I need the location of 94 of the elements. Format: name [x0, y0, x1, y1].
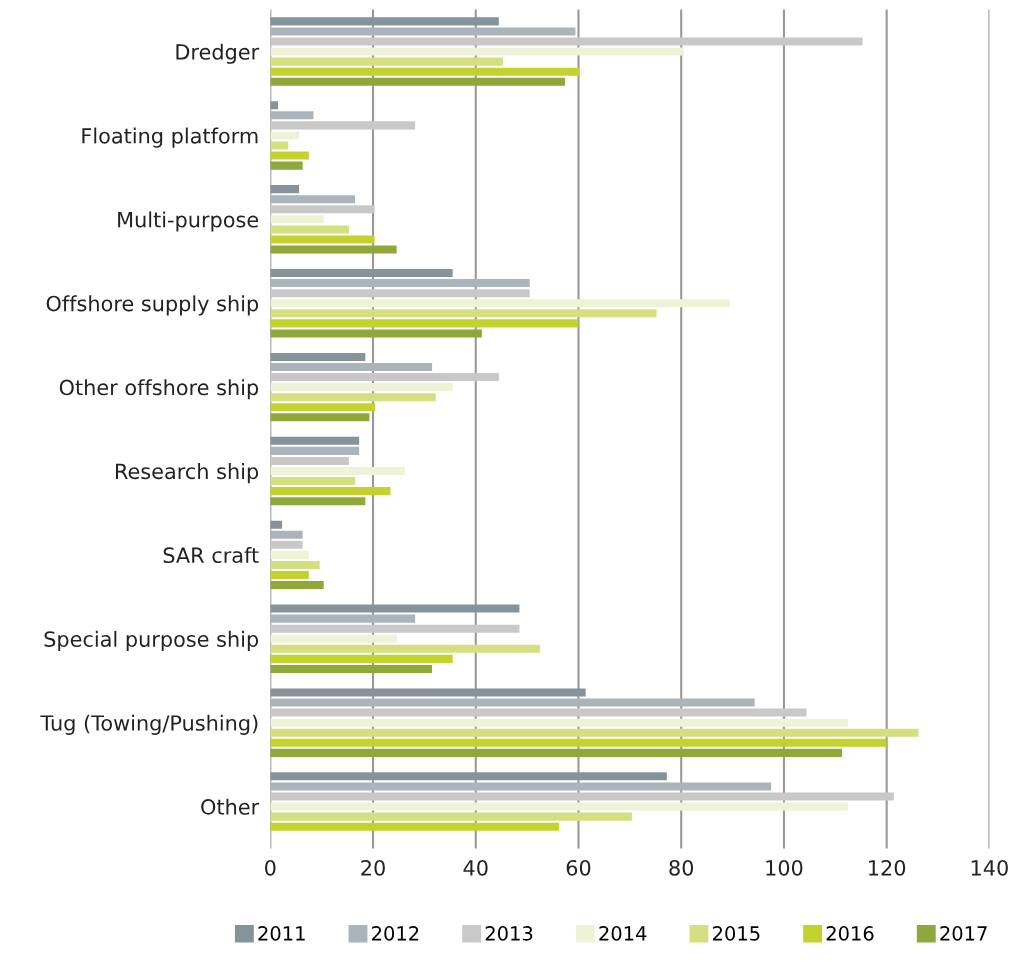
legend-label: 2015 — [713, 926, 760, 941]
bar — [270, 738, 887, 747]
bar — [270, 161, 303, 170]
y-tick-label: SAR craft — [163, 546, 259, 564]
bar — [270, 477, 356, 486]
bar — [270, 77, 566, 86]
bar — [270, 436, 360, 445]
bar — [270, 47, 684, 56]
bar — [270, 654, 453, 663]
bar — [270, 748, 842, 757]
bar — [270, 299, 730, 308]
bar — [270, 540, 303, 549]
bar — [270, 792, 894, 801]
bar — [270, 269, 453, 278]
bar — [270, 550, 309, 559]
bar — [270, 289, 530, 298]
bar — [270, 772, 667, 781]
bar — [270, 235, 375, 244]
bar — [270, 225, 349, 234]
bar — [270, 67, 580, 76]
bar — [270, 362, 433, 371]
bar — [270, 393, 436, 402]
bar — [270, 688, 586, 697]
bar — [270, 812, 632, 821]
bar — [270, 560, 320, 569]
bar — [270, 822, 559, 831]
bar — [270, 614, 416, 623]
bar — [270, 131, 300, 140]
bar — [270, 352, 366, 361]
bar — [270, 802, 849, 811]
legend-label: 2017 — [940, 926, 987, 941]
legend-label: 2016 — [826, 926, 874, 941]
y-tick-label: Other offshore ship — [59, 379, 259, 400]
bar — [270, 383, 453, 392]
bar — [270, 111, 314, 120]
bar — [270, 205, 375, 214]
y-tick-label: Special purpose ship — [44, 630, 259, 652]
bar — [270, 151, 309, 160]
legend-label: 2014 — [599, 926, 647, 941]
bar — [270, 185, 300, 194]
bar — [270, 644, 540, 653]
bar — [270, 329, 482, 338]
y-tick-label: Multi-purpose — [118, 211, 259, 232]
bar — [270, 17, 499, 26]
bar — [270, 215, 324, 224]
x-tick-label: 100 — [766, 859, 803, 876]
legend-label: 2013 — [485, 926, 533, 941]
bar — [270, 37, 863, 46]
bar — [270, 57, 503, 66]
x-tick-label: 120 — [869, 859, 906, 876]
bar — [270, 728, 919, 737]
bar — [270, 698, 755, 707]
bar — [270, 403, 376, 412]
x-tick-label: 80 — [669, 859, 694, 876]
bar — [270, 581, 324, 590]
x-tick-label: 60 — [566, 859, 591, 876]
bar — [270, 373, 499, 382]
bar — [270, 520, 283, 529]
bar — [270, 718, 849, 727]
bar — [270, 309, 657, 318]
bar — [270, 497, 366, 506]
bar — [270, 782, 772, 791]
y-tick-label: Floating platform — [82, 127, 258, 148]
bar — [270, 195, 356, 204]
bar — [270, 466, 405, 476]
bar — [270, 279, 530, 288]
x-tick-label: 20 — [361, 859, 385, 876]
bar — [270, 121, 416, 130]
y-tick-label: Tug (Towing/Pushing) — [40, 714, 258, 735]
y-tick-label: Offshore supply ship — [46, 295, 259, 316]
y-tick-label: Dredger — [176, 43, 260, 64]
bar — [270, 456, 349, 465]
bar — [270, 446, 360, 455]
bar — [270, 634, 397, 643]
bar — [270, 708, 807, 717]
bar — [270, 570, 309, 580]
y-tick-label: Other — [201, 798, 260, 815]
legend-label: 2011 — [258, 926, 305, 941]
bar — [270, 664, 433, 673]
bar — [270, 101, 278, 110]
bar — [270, 530, 303, 539]
bar — [270, 487, 391, 496]
bar — [270, 27, 576, 36]
bar — [270, 319, 579, 328]
bar — [270, 413, 370, 422]
bar — [270, 141, 289, 150]
x-tick-label: 40 — [463, 859, 488, 876]
bar — [270, 245, 397, 254]
x-tick-label: 140 — [971, 859, 1008, 876]
x-tick-label: 0 — [265, 859, 276, 876]
y-tick-label: Research ship — [115, 463, 259, 484]
bar — [270, 604, 520, 613]
legend-label: 2012 — [372, 926, 419, 941]
bar — [270, 624, 520, 633]
